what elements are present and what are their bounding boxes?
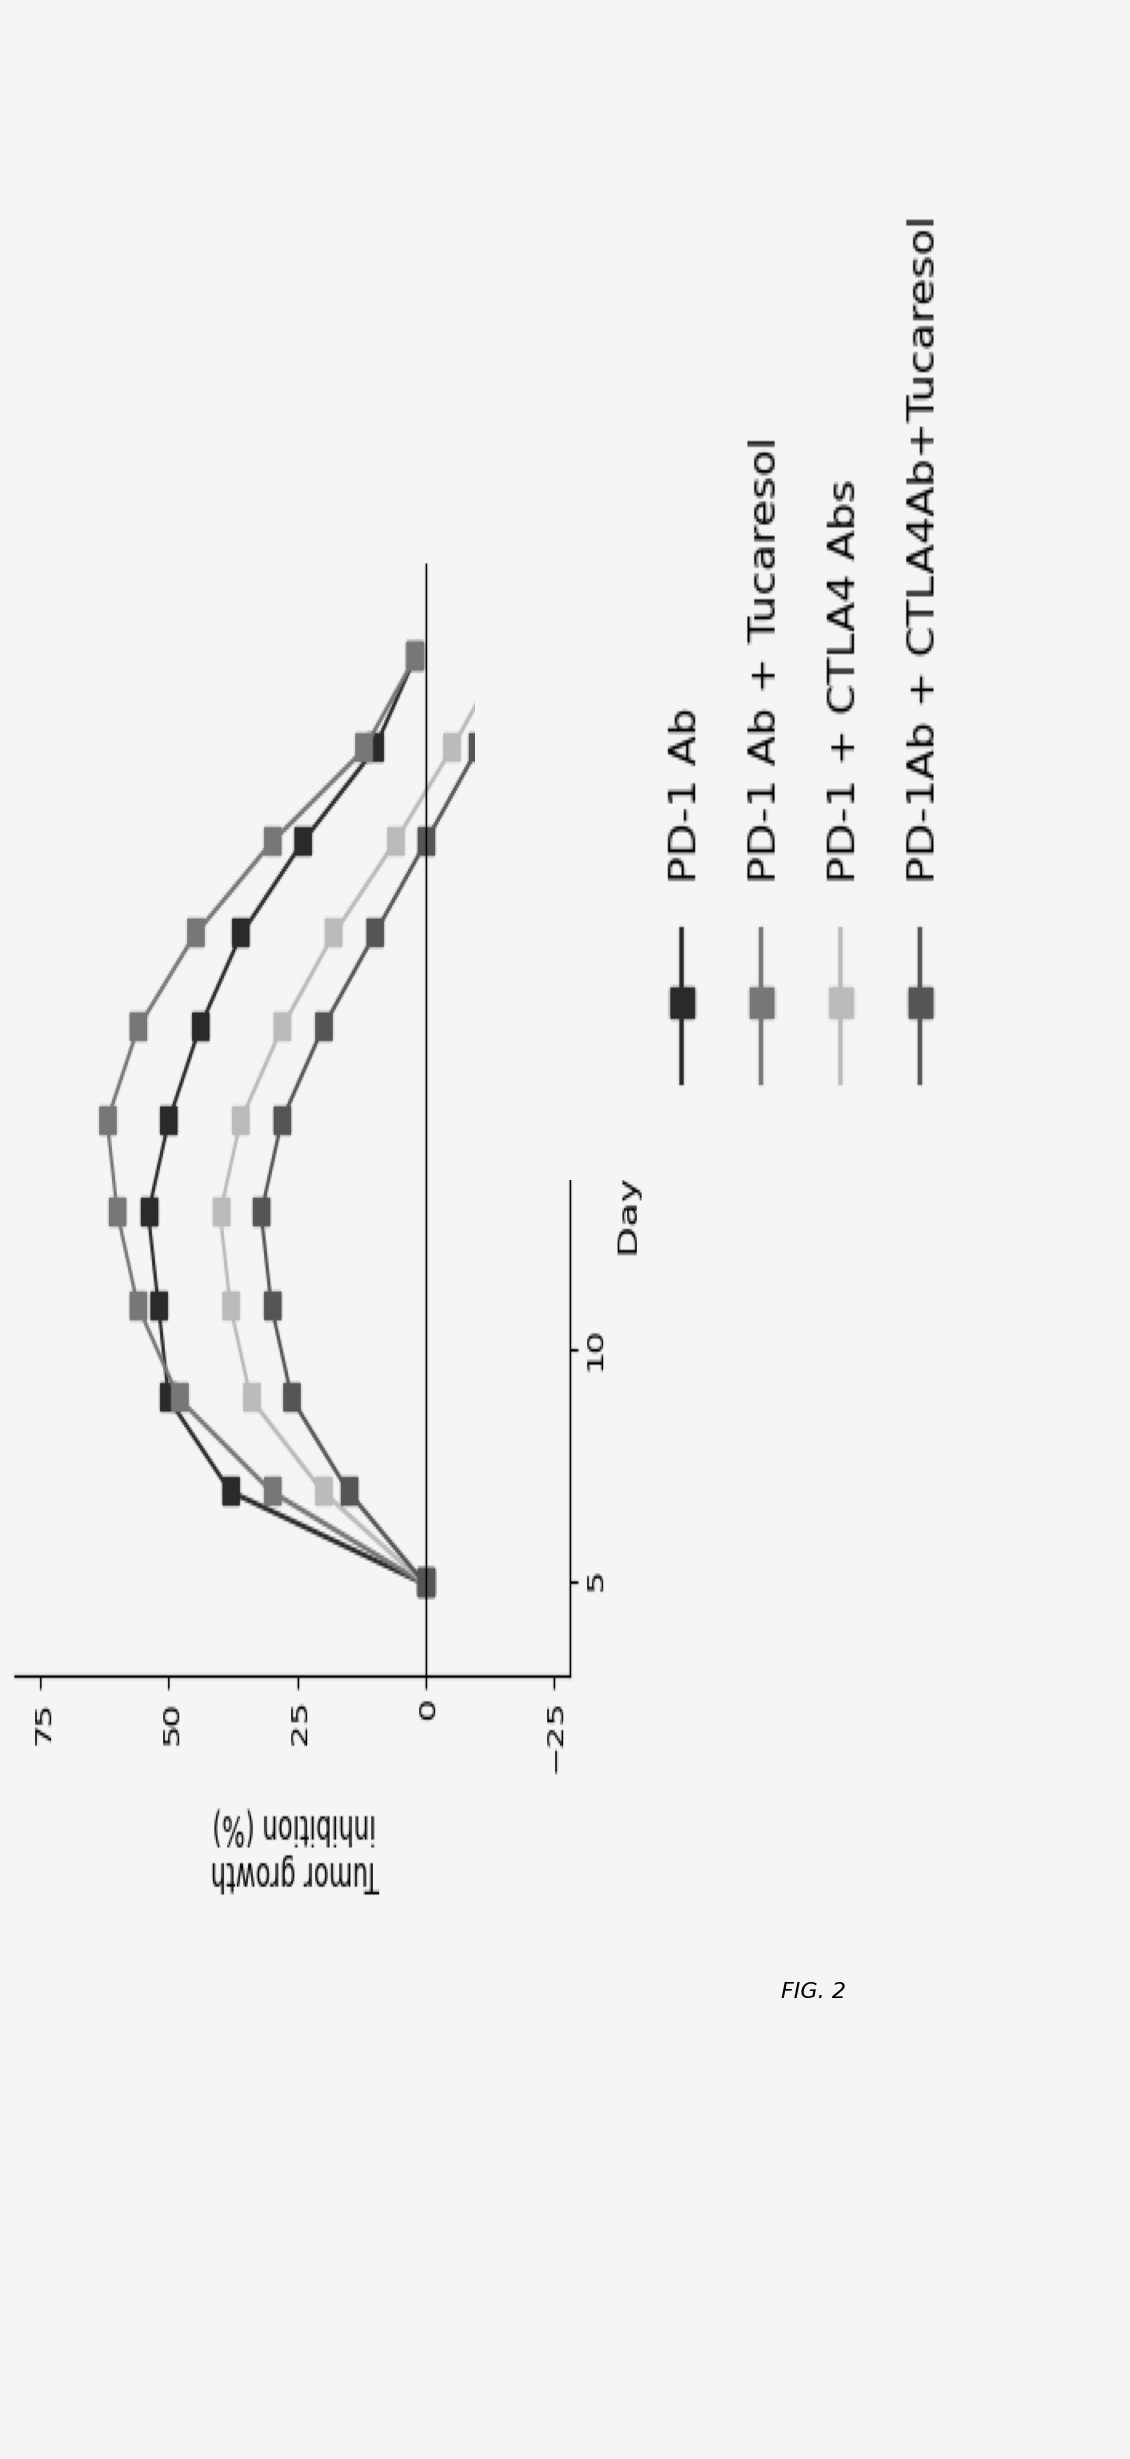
Text: FIG. 2: FIG. 2	[781, 1982, 846, 2002]
